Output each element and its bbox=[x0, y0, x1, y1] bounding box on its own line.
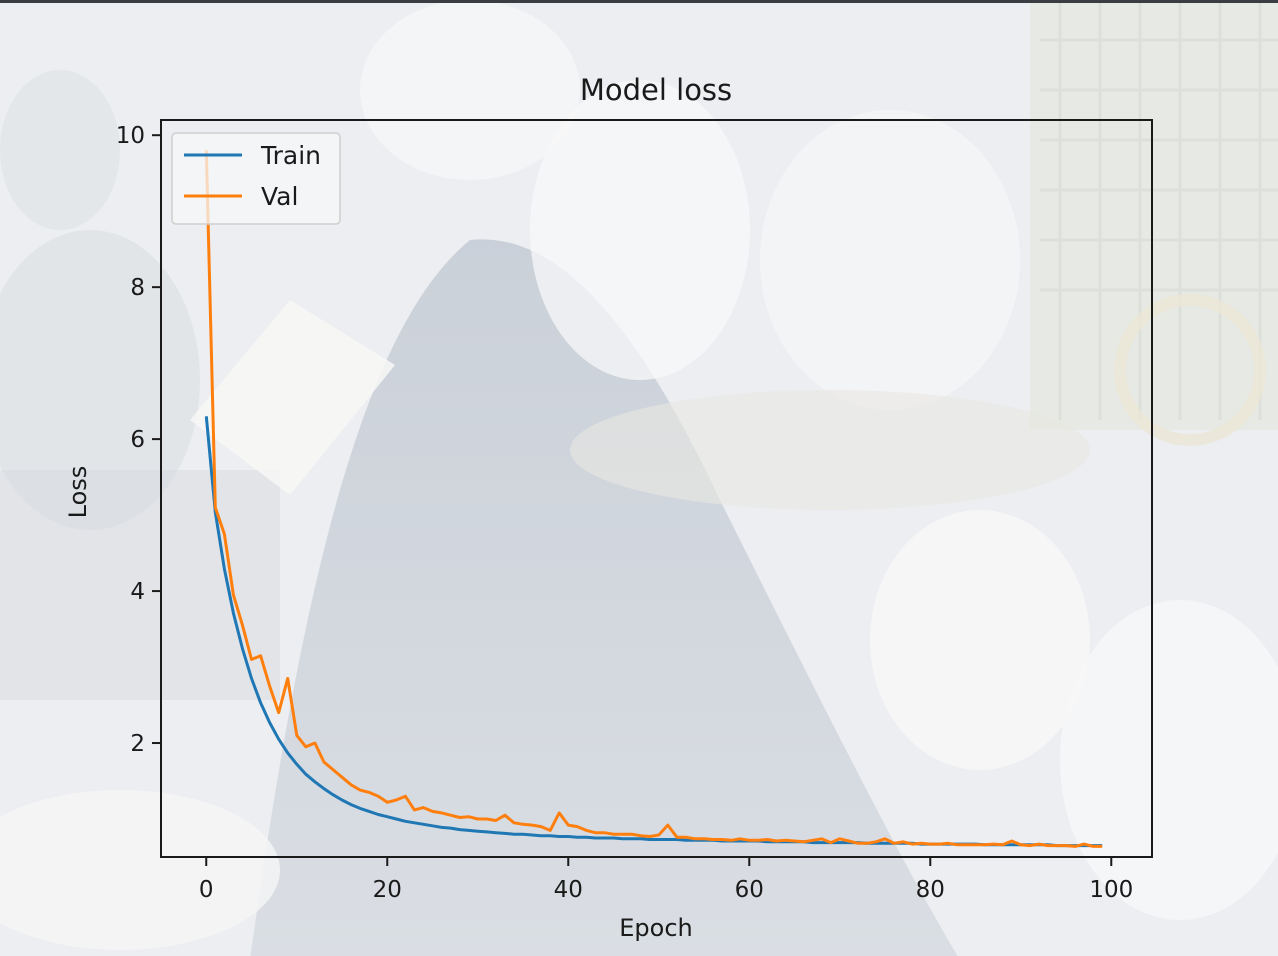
y-axis-label: Loss bbox=[64, 466, 92, 519]
x-tick-label: 60 bbox=[735, 877, 764, 903]
series-line-val bbox=[204, 150, 1103, 848]
series-layer bbox=[204, 150, 1103, 848]
x-tick-label: 40 bbox=[554, 877, 583, 903]
y-tick-label: 8 bbox=[130, 275, 145, 301]
series-line-train bbox=[204, 416, 1103, 848]
x-axis-label: Epoch bbox=[619, 914, 693, 942]
chart-title: Model loss bbox=[580, 73, 732, 107]
top-window-edge bbox=[0, 0, 1278, 3]
x-tick-label: 20 bbox=[373, 877, 402, 903]
x-tick-label: 0 bbox=[199, 877, 214, 903]
x-tick-label: 100 bbox=[1089, 877, 1133, 903]
x-tick-label: 80 bbox=[916, 877, 945, 903]
y-axis-ticks: 2 4 6 8 10 bbox=[116, 123, 161, 757]
y-tick-label: 4 bbox=[130, 579, 145, 605]
y-tick-label: 2 bbox=[130, 731, 145, 757]
plot-frame bbox=[160, 119, 1153, 858]
legend-val-label: Val bbox=[261, 182, 298, 211]
y-tick-label: 10 bbox=[116, 123, 145, 149]
legend-train-label: Train bbox=[260, 141, 321, 170]
legend: Train Val bbox=[171, 132, 341, 225]
y-tick-label: 6 bbox=[130, 427, 145, 453]
x-axis-ticks: 0 20 40 60 80 100 bbox=[199, 857, 1133, 903]
